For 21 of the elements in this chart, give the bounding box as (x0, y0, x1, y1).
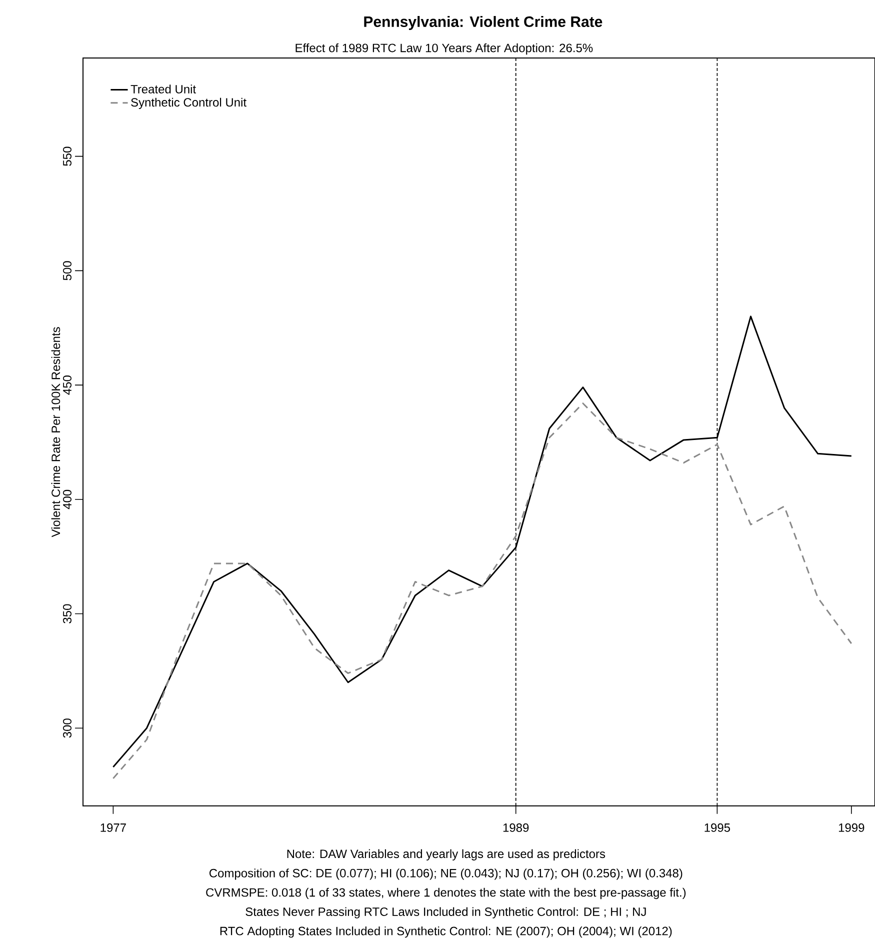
chart-subtitle: Effect of 1989 RTC Law 10 Years After Adoption: 26.5% (296, 43, 592, 55)
y-tick-label: 450 (62, 376, 72, 395)
text: RTC Adopting States Included in Synthetic Control: NE (2007); OH (2004); WI (2012) (220, 926, 672, 938)
y-tick-label: 300 (62, 718, 72, 738)
chart-title: Pennsylvania: Violent Crime Rate (364, 16, 602, 30)
text: Composition of SC: DE (0.077); HI (0.106); NE (0.043); NJ (0.17); OH (0.256); WI (0.348) (209, 868, 682, 880)
text: Note: DAW Variables and yearly lags are used as predictors (287, 849, 605, 860)
text: States Never Passing RTC Laws Included in Synthetic Control: DE ; HI ; NJ (245, 907, 646, 918)
legend-label: Treated Unit (130, 84, 196, 94)
x-tick-label: 1995 (704, 823, 730, 832)
x-tick-label: 1977 (100, 823, 126, 832)
y-tick-label: 350 (62, 604, 72, 624)
legend-label: Synthetic Control Unit (130, 98, 246, 110)
y-tick-label: 500 (62, 261, 72, 280)
y-tick-label: 400 (62, 490, 72, 510)
y-tick-label: 550 (62, 146, 72, 166)
text: CVRMSPE: 0.018 (1 of 33 states, where 1 denotes the state with the best pre-passage fit.) (206, 888, 686, 900)
x-tick-label: 1989 (503, 823, 528, 832)
y-axis-title: Violent Crime Rate Per 100K Residents (51, 327, 60, 538)
line-series (112, 402, 852, 780)
x-tick-label: 1999 (838, 823, 864, 832)
